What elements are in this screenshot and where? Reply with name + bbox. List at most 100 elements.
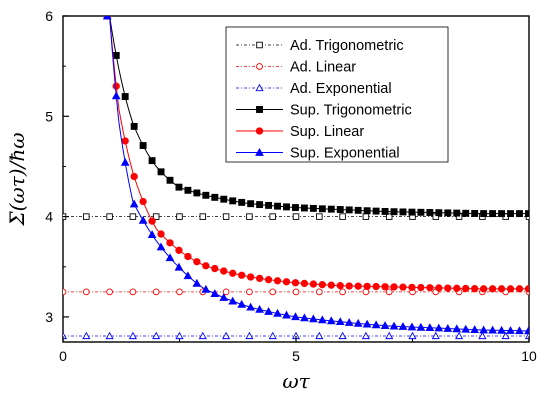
series-marker (199, 213, 207, 220)
series-marker (501, 331, 510, 340)
series-marker (327, 281, 335, 289)
legend-marker (255, 147, 264, 156)
series-marker (489, 210, 497, 218)
series-marker (399, 283, 407, 291)
series-marker (444, 209, 452, 217)
series-marker (220, 267, 228, 275)
series-marker (176, 213, 183, 220)
series-marker (193, 258, 201, 266)
series-marker (417, 208, 425, 216)
legend-label: Sup. Linear (290, 124, 364, 140)
series-marker (506, 285, 515, 293)
series-marker (129, 213, 137, 220)
series-layer (63, 16, 529, 340)
series-marker (129, 288, 137, 296)
series-marker (479, 325, 489, 334)
series-marker (292, 288, 300, 296)
series-marker (318, 281, 326, 289)
series-marker (246, 213, 253, 220)
series-marker (389, 321, 399, 330)
legend-box (225, 26, 449, 163)
series-marker (219, 293, 229, 301)
y-tick-label: 6 (45, 8, 53, 24)
series-sup-linear (103, 16, 529, 293)
series-marker (274, 202, 281, 210)
series-marker (148, 217, 156, 225)
series-marker (408, 208, 416, 216)
legend-marker (255, 127, 264, 135)
series-ad-exponential (63, 331, 529, 340)
series-ad-trigonometric (63, 213, 529, 220)
series-marker (416, 322, 426, 331)
series-marker (63, 288, 67, 296)
series-marker (228, 296, 238, 305)
series-sup-exponential (102, 16, 529, 335)
series-marker (372, 207, 380, 215)
series-marker (372, 282, 380, 291)
series-marker (390, 283, 398, 291)
series-marker (292, 204, 299, 211)
series-marker (222, 331, 231, 340)
legend-marker (256, 63, 263, 70)
series-marker (166, 239, 174, 247)
series-marker (255, 304, 264, 313)
series-marker (291, 312, 300, 321)
series-marker (82, 331, 91, 340)
series-marker (461, 324, 471, 333)
series-marker (354, 282, 362, 290)
legend-label: Ad. Linear (290, 60, 356, 76)
series-marker (488, 325, 497, 334)
series-marker (455, 331, 464, 340)
series-marker (390, 208, 398, 216)
legend-marker (256, 41, 263, 49)
series-marker (201, 284, 211, 293)
series-marker (362, 319, 372, 328)
series-marker (300, 313, 309, 322)
series-marker (291, 279, 300, 287)
series-marker (268, 331, 277, 340)
series-marker (471, 285, 479, 293)
series-marker (106, 213, 113, 220)
series-marker (488, 285, 497, 293)
x-tick-label: 10 (521, 348, 537, 364)
series-marker (345, 282, 353, 290)
series-marker (435, 209, 443, 217)
series-marker (202, 262, 210, 270)
series-marker (309, 280, 318, 288)
series-marker (452, 324, 462, 333)
series-marker (105, 331, 114, 340)
series-marker (353, 318, 363, 327)
legend-entry: Ad. Linear (236, 60, 356, 76)
series-marker (385, 331, 394, 340)
series-marker (198, 331, 207, 340)
series-marker (247, 200, 255, 208)
series-marker (165, 253, 175, 262)
series-marker (431, 331, 440, 340)
series-marker (497, 285, 506, 293)
series-marker (129, 199, 139, 208)
series-marker (338, 331, 347, 340)
series-marker (315, 331, 324, 340)
series-marker (417, 283, 425, 292)
x-tick-label: 0 (59, 348, 67, 364)
series-marker (300, 279, 309, 288)
series-marker (524, 326, 529, 335)
series-marker (222, 213, 230, 220)
series-marker (139, 142, 147, 149)
series-marker (138, 215, 148, 224)
series-marker (435, 284, 443, 292)
series-marker (245, 331, 254, 340)
series-marker (318, 205, 326, 213)
series-marker (166, 176, 174, 184)
series-marker (220, 195, 228, 203)
series-marker (210, 289, 220, 298)
series-marker (316, 213, 323, 220)
series-marker (363, 207, 371, 215)
series-marker (362, 213, 370, 220)
series-marker (339, 288, 346, 296)
series-marker (336, 206, 344, 213)
series-marker (497, 325, 506, 334)
legend-label: Sup. Exponential (290, 146, 400, 162)
series-marker (335, 317, 345, 326)
